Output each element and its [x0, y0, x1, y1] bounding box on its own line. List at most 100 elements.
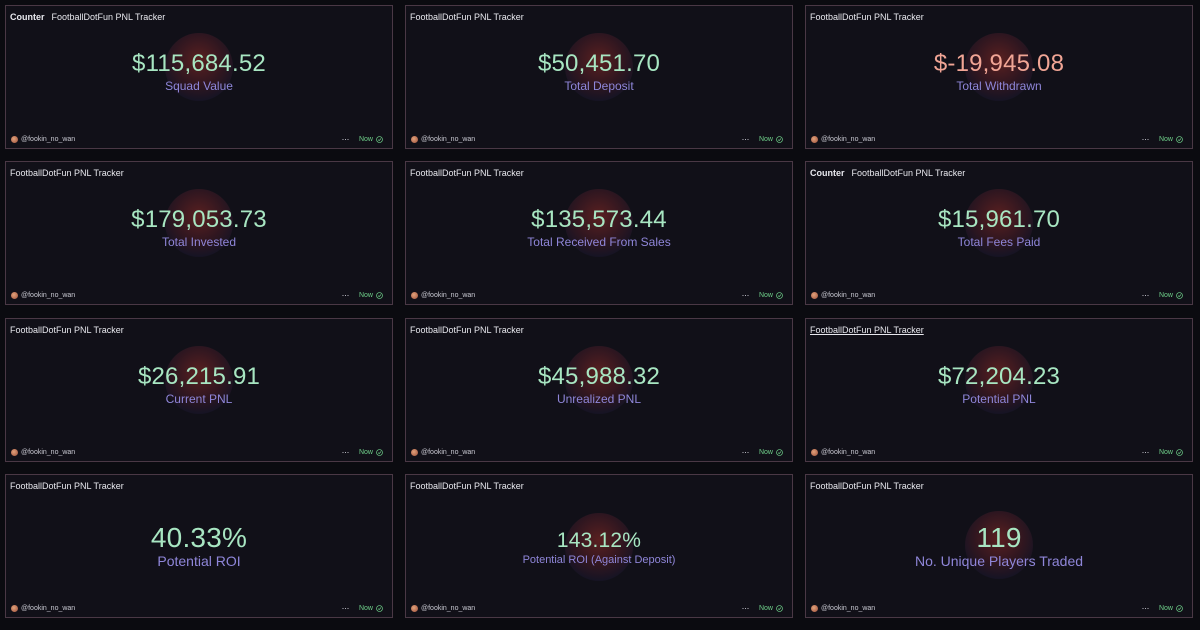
author[interactable]: @fookin_no_wan [11, 292, 75, 299]
counter-value: $45,988.32 [537, 363, 661, 390]
more-horizontal-icon[interactable]: ··· [741, 290, 749, 300]
card-footer-status: ··· Now [741, 447, 783, 457]
author[interactable]: @fookin_no_wan [11, 449, 75, 456]
counter-value: 119 [976, 522, 1022, 553]
author-handle: @fookin_no_wan [821, 136, 876, 143]
avatar [411, 449, 418, 456]
card-footer-status: ··· Now [741, 290, 783, 300]
card-footer-status: ··· Now [1141, 603, 1183, 613]
counter-card[interactable]: FootballDotFun PNL Tracker $26,215.91 Cu… [5, 318, 393, 462]
card-footer-status: ··· Now [741, 134, 783, 144]
counter-card[interactable]: FootballDotFun PNL Tracker 119 No. Uniqu… [805, 474, 1193, 618]
card-header: FootballDotFun PNL Tracker [10, 481, 124, 491]
status-label: Now [758, 136, 773, 143]
more-horizontal-icon[interactable]: ··· [1141, 603, 1149, 613]
author[interactable]: @fookin_no_wan [411, 292, 475, 299]
author[interactable]: @fookin_no_wan [811, 449, 875, 456]
status-label: Now [1158, 449, 1173, 456]
more-horizontal-icon[interactable]: ··· [1141, 290, 1149, 300]
counter-card[interactable]: Counter FootballDotFun PNL Tracker $15,96… [805, 161, 1193, 305]
status-label: Now [358, 605, 373, 612]
counter-label: Potential ROI [157, 553, 241, 569]
counter-card[interactable]: FootballDotFun PNL Tracker $45,988.32 Un… [405, 318, 793, 462]
counter-label: Total Fees Paid [957, 235, 1041, 249]
card-title[interactable]: FootballDotFun PNL Tracker [410, 481, 524, 491]
status-label: Now [1158, 292, 1173, 299]
author-handle: @fookin_no_wan [21, 449, 76, 456]
counter-value: $115,684.52 [132, 50, 266, 77]
avatar [11, 136, 18, 143]
card-title[interactable]: FootballDotFun PNL Tracker [10, 325, 124, 335]
author[interactable]: @fookin_no_wan [811, 292, 875, 299]
more-horizontal-icon[interactable]: ··· [1141, 447, 1149, 457]
avatar [411, 292, 418, 299]
counter-value: $72,204.23 [937, 363, 1061, 390]
counter-card[interactable]: FootballDotFun PNL Tracker $72,204.23 Po… [805, 318, 1193, 462]
avatar [11, 605, 18, 612]
author[interactable]: @fookin_no_wan [811, 605, 875, 612]
avatar [411, 136, 418, 143]
check-circle-icon [1176, 605, 1183, 612]
counter-label: Current PNL [165, 392, 233, 406]
card-header: FootballDotFun PNL Tracker [410, 325, 524, 335]
counter-value: 143.12% [556, 529, 642, 552]
more-horizontal-icon[interactable]: ··· [341, 134, 349, 144]
author-handle: @fookin_no_wan [421, 605, 476, 612]
status-label: Now [358, 292, 373, 299]
author[interactable]: @fookin_no_wan [11, 136, 75, 143]
author[interactable]: @fookin_no_wan [411, 136, 475, 143]
author-handle: @fookin_no_wan [821, 449, 876, 456]
card-header: Counter FootballDotFun PNL Tracker [810, 168, 965, 178]
more-horizontal-icon[interactable]: ··· [341, 290, 349, 300]
author-handle: @fookin_no_wan [821, 292, 876, 299]
card-title[interactable]: FootballDotFun PNL Tracker [851, 168, 966, 178]
more-horizontal-icon[interactable]: ··· [1141, 134, 1149, 144]
author-handle: @fookin_no_wan [21, 136, 76, 143]
card-footer-status: ··· Now [1141, 447, 1183, 457]
counter-card[interactable]: FootballDotFun PNL Tracker 40.33% Potent… [5, 474, 393, 618]
more-horizontal-icon[interactable]: ··· [741, 134, 749, 144]
counter-label: Total Withdrawn [956, 79, 1042, 93]
more-horizontal-icon[interactable]: ··· [741, 603, 749, 613]
card-title[interactable]: FootballDotFun PNL Tracker [51, 12, 166, 22]
background-glow [565, 346, 633, 414]
card-title[interactable]: FootballDotFun PNL Tracker [810, 481, 924, 491]
author-handle: @fookin_no_wan [821, 605, 876, 612]
counter-card[interactable]: FootballDotFun PNL Tracker $179,053.73 T… [5, 161, 393, 305]
counter-label: Unrealized PNL [556, 392, 642, 406]
card-header: FootballDotFun PNL Tracker [810, 12, 924, 22]
author-handle: @fookin_no_wan [421, 449, 476, 456]
check-circle-icon [776, 136, 783, 143]
check-circle-icon [1176, 136, 1183, 143]
check-circle-icon [376, 136, 383, 143]
card-title[interactable]: FootballDotFun PNL Tracker [10, 481, 124, 491]
card-header: FootballDotFun PNL Tracker [410, 168, 524, 178]
counter-card[interactable]: FootballDotFun PNL Tracker $50,451.70 To… [405, 5, 793, 149]
more-horizontal-icon[interactable]: ··· [341, 447, 349, 457]
counter-card[interactable]: FootballDotFun PNL Tracker $135,573.44 T… [405, 161, 793, 305]
card-title[interactable]: FootballDotFun PNL Tracker [810, 12, 924, 22]
counter-value: $50,451.70 [537, 50, 661, 77]
author[interactable]: @fookin_no_wan [811, 136, 875, 143]
card-title[interactable]: FootballDotFun PNL Tracker [810, 325, 924, 335]
card-footer-status: ··· Now [341, 134, 383, 144]
card-title[interactable]: FootballDotFun PNL Tracker [10, 168, 124, 178]
card-title[interactable]: FootballDotFun PNL Tracker [410, 168, 524, 178]
counter-card[interactable]: FootballDotFun PNL Tracker 143.12% Poten… [405, 474, 793, 618]
author[interactable]: @fookin_no_wan [11, 605, 75, 612]
card-title[interactable]: FootballDotFun PNL Tracker [410, 325, 524, 335]
card-header: FootballDotFun PNL Tracker [810, 481, 924, 491]
author[interactable]: @fookin_no_wan [411, 605, 475, 612]
author[interactable]: @fookin_no_wan [411, 449, 475, 456]
counter-label: Total Invested [161, 235, 237, 249]
card-title[interactable]: FootballDotFun PNL Tracker [410, 12, 524, 22]
counter-card[interactable]: FootballDotFun PNL Tracker $-19,945.08 T… [805, 5, 1193, 149]
status-label: Now [1158, 136, 1173, 143]
more-horizontal-icon[interactable]: ··· [741, 447, 749, 457]
status-label: Now [758, 449, 773, 456]
card-header: FootballDotFun PNL Tracker [410, 481, 524, 491]
counter-card[interactable]: Counter FootballDotFun PNL Tracker $115,6… [5, 5, 393, 149]
more-horizontal-icon[interactable]: ··· [341, 603, 349, 613]
author-handle: @fookin_no_wan [421, 292, 476, 299]
